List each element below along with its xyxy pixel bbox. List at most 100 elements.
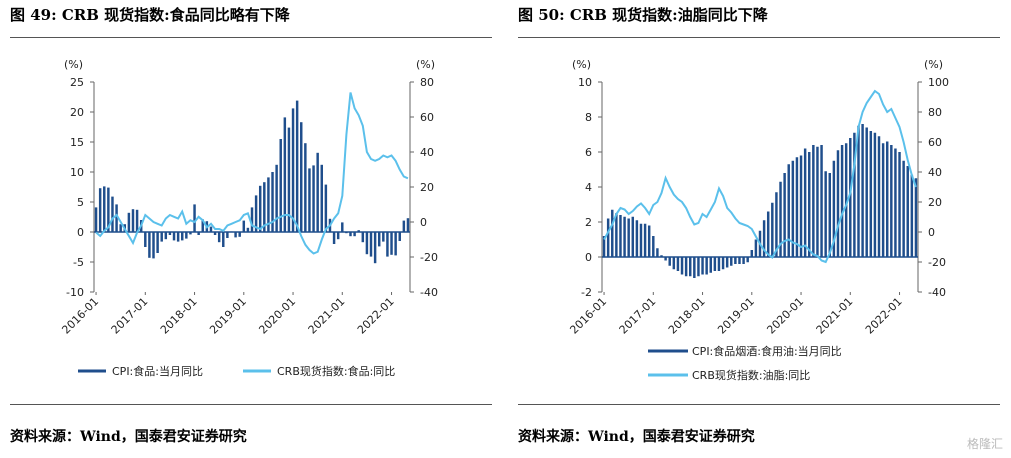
x-tick-label: 2019-01 [207,295,249,337]
cpi-bar [131,209,135,232]
cpi-bar [308,168,311,232]
right-axis-unit: (%) [924,58,943,71]
cpi-bar [168,232,172,235]
cpi-bar [738,257,741,264]
cpi-bar [176,232,180,242]
source-note: 资料来源：Wind，国泰君安证券研究 [10,429,247,445]
right-tick-label: 60 [420,111,434,124]
cpi-bar [844,143,848,257]
right-tick-label: 80 [420,76,434,89]
cpi-bar [222,232,225,247]
cpi-bar [643,223,647,257]
cpi-bar [611,209,614,257]
cpi-bar [857,125,860,257]
cpi-bar [115,204,118,232]
cpi-bar [742,257,745,264]
x-tick-label: 2018-01 [158,295,200,337]
x-tick-label: 2018-01 [666,295,708,337]
cpi-bar [135,209,139,232]
cpi-bar [606,218,610,257]
chart-svg-food: -10 -5 0 5 10 15 20 25 -40 -20 0 20 40 60 80 (%) (%) 2016… [59,58,437,378]
cpi-bar [775,192,778,257]
x-tick-label: 2020-01 [256,295,298,337]
cpi-bar [881,143,885,257]
cpi-bar [357,230,360,232]
cpi-bar [382,232,385,242]
left-tick-label: 20 [70,106,84,119]
cpi-bar [226,232,229,238]
cpi-bar [668,257,671,266]
cpi-bar [824,171,827,257]
cpi-bar [693,257,696,278]
left-axis-unit: (%) [64,58,83,71]
right-axis-unit: (%) [416,58,435,71]
cpi-bar [148,232,151,258]
right-tick-label: 40 [928,166,942,179]
cpi-bar [242,220,246,232]
cpi-bar [119,224,122,232]
title-rule [10,37,492,38]
x-tick-label: 2017-01 [617,295,659,337]
cpi-bar [250,207,254,232]
cpi-bar [725,257,729,268]
cpi-bar [234,232,237,238]
left-tick-label: 0 [77,226,84,239]
cpi-bar [836,150,840,257]
left-tick-label: 4 [585,181,592,194]
cpi-bar [779,181,782,257]
cpi-bar [664,257,667,261]
cpi-bar [377,232,381,247]
cpi-bar [652,236,655,257]
left-tick-label: 10 [578,76,592,89]
cpi-bar [639,223,643,257]
cpi-bar [271,172,274,232]
cpi-bar [894,148,897,257]
legend-label-bar: CPI:食品烟酒:食用油:当月同比 [692,344,842,358]
cpi-bar [369,232,373,257]
bottom-rule [10,404,492,405]
x-tick-label: 2017-01 [109,295,151,337]
right-tick-label: 0 [928,226,935,239]
left-tick-label: -5 [73,256,84,269]
cpi-bar [185,232,188,239]
cpi-bar [156,232,159,253]
cpi-bar [263,182,266,232]
cpi-bar [849,138,852,257]
panel-right: 图 50: CRB 现货指数:油脂同比下降 -2 0 2 4 6 8 10 -40 -20 0 20… [518,0,1000,458]
right-tick-label: 80 [928,106,942,119]
cpi-bar [373,232,377,264]
cpi-bar [213,232,217,235]
crb-line [603,89,917,264]
cpi-bar [709,257,712,273]
watermark-logo: 格隆汇 [966,437,1003,451]
chart-title: 图 49: CRB 现货指数:食品同比略有下降 [10,6,290,24]
cpi-bar [656,248,659,257]
cpi-bar [144,232,147,247]
cpi-bar [336,232,340,240]
cpi-bar [406,218,410,232]
cpi-bar [160,232,163,242]
cpi-bar [898,152,901,257]
right-tick-label: -40 [928,286,946,299]
cpi-bar [861,124,864,257]
cpi-bar [816,146,819,257]
cpi-bar [734,257,737,264]
cpi-bar [771,202,774,257]
cpi-bar [885,141,889,257]
cpi-bar [783,173,786,257]
source-note: 资料来源：Wind，国泰君安证券研究 [518,429,755,445]
cpi-bar [254,195,258,232]
cpi-bar [320,164,323,232]
cpi-bar [906,166,909,257]
cpi-bar [197,232,200,235]
cpi-bar [152,232,155,259]
cpi-bar [94,207,98,232]
cpi-bar [808,152,811,257]
right-tick-label: 20 [420,181,434,194]
cpi-bar [865,127,868,257]
cpi-bar [201,219,204,232]
cpi-bar [840,145,844,257]
cpi-bar [902,160,905,257]
left-tick-label: 6 [585,146,592,159]
cpi-bar [832,160,836,257]
